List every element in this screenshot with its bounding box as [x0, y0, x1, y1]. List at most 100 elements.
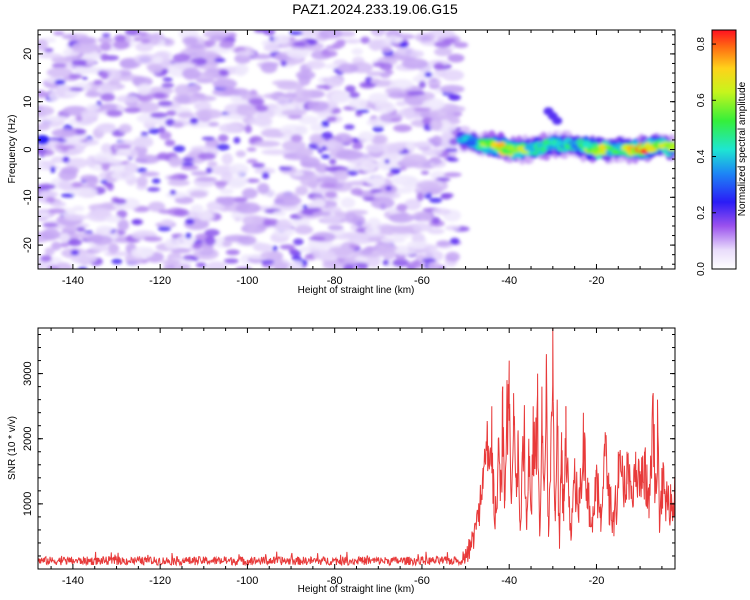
- spectrogram-noise-blob: [59, 232, 71, 243]
- spectrogram-signal-blob: [552, 116, 563, 125]
- spectrogram-noise-blob: [162, 77, 173, 82]
- spectrogram-noise-blob: [434, 62, 444, 71]
- spectrogram-noise-blob: [164, 139, 176, 147]
- spectrogram-noise-blob: [413, 107, 432, 112]
- spectrogram-noise-blob: [41, 228, 60, 241]
- spectrogram-noise-blob: [253, 30, 269, 33]
- spectrogram-noise-blob: [246, 147, 257, 152]
- spectrogram-noise-blob: [272, 210, 287, 217]
- spectrogram-noise-blob: [324, 206, 342, 212]
- spectrogram-noise-blob: [72, 205, 85, 212]
- spectrogram-noise-blob: [204, 236, 216, 246]
- spectrogram-noise-blob: [165, 191, 188, 199]
- spectrogram-noise-blob: [194, 108, 223, 120]
- spectrogram-noise-blob: [82, 76, 88, 81]
- spectrogram-noise-blob: [401, 58, 429, 69]
- spectrogram-noise-blob: [413, 141, 434, 149]
- spectrogram-noise-blob: [96, 225, 114, 233]
- x-tick-label: -100: [236, 575, 258, 587]
- snr-line-segment: [163, 552, 180, 567]
- spectrogram-noise-blob: [71, 181, 83, 188]
- snr-line-segment: [635, 447, 651, 519]
- spectrogram-noise-blob: [393, 124, 412, 133]
- snr-line-segment: [194, 555, 211, 566]
- spectrogram-noise-blob: [390, 225, 414, 235]
- spectrogram-noise-blob: [443, 172, 462, 178]
- spectrogram-noise-blob: [381, 46, 392, 53]
- spectrogram-noise-blob: [368, 38, 385, 51]
- spectrogram-noise-blob: [190, 204, 204, 213]
- spectrogram-noise-blob: [197, 152, 216, 160]
- y-tick-label: -10: [22, 189, 34, 205]
- spectrogram-noise-blob: [389, 79, 414, 90]
- spectrogram-noise-blob: [252, 53, 273, 60]
- colorbar-tick-label: 0.2: [696, 205, 707, 219]
- spectrogram-noise-blob: [120, 59, 138, 69]
- spectrogram-noise-blob: [96, 123, 117, 134]
- spectrogram-noise-blob: [138, 95, 149, 101]
- spectrogram-noise-blob: [207, 160, 218, 167]
- spectrogram-noise-blob: [160, 219, 174, 227]
- spectrogram-noise-blob: [187, 84, 200, 95]
- snr-line-segment: [662, 462, 675, 526]
- spectrogram-noise-blob: [244, 124, 252, 134]
- snr-line-segment: [210, 555, 227, 565]
- snr-line-segment: [621, 451, 637, 508]
- x-tick-label: -80: [327, 575, 343, 587]
- colorbar-tick-label: 0.8: [696, 37, 707, 51]
- spectrogram-noise-blob: [319, 182, 337, 189]
- spectrogram-noise-blob: [161, 38, 175, 47]
- spectrogram-noise-blob: [262, 218, 280, 227]
- spectrogram-noise-blob: [350, 187, 363, 196]
- spectrogram-noise-blob: [276, 82, 304, 91]
- spectrogram-noise-blob: [295, 147, 314, 158]
- spectrogram-noise-blob: [351, 143, 364, 150]
- spectrogram-noise-blob: [236, 50, 256, 57]
- spectrogram-noise-blob: [214, 58, 226, 63]
- spectrogram-noise-blob: [116, 95, 140, 103]
- spectrogram-noise-blob: [136, 31, 148, 37]
- spectrogram-noise-blob: [290, 134, 303, 143]
- spectrogram-noise-blob: [182, 254, 199, 261]
- spectrogram-noise-blob: [173, 208, 190, 217]
- spectrogram-noise-blob: [344, 85, 356, 93]
- spectrogram-noise-blob: [140, 171, 160, 177]
- colorbar-gradient: [711, 29, 737, 270]
- spectrogram-noise-blob: [390, 118, 402, 123]
- spectrogram-noise-blob: [447, 105, 466, 113]
- spectrogram-noise-blob: [65, 157, 89, 169]
- spectrogram-noise-blob: [100, 143, 113, 154]
- spectrogram-noise-blob: [152, 56, 164, 64]
- spectrogram-noise-blob: [392, 258, 410, 267]
- spectrogram-noise-blob: [321, 154, 331, 160]
- spectrogram-signal-blob: [597, 149, 607, 155]
- spectrogram-noise-blob: [164, 238, 181, 250]
- spectrogram-noise-blob: [244, 178, 260, 183]
- spectrogram-noise-blob: [288, 248, 299, 254]
- spectrogram-noise-blob: [182, 36, 199, 45]
- x-tick-label: -20: [589, 575, 605, 587]
- spectrogram-noise-blobs: [38, 30, 470, 269]
- spectrogram-noise-blob: [47, 265, 60, 269]
- x-tick-label: -60: [414, 575, 430, 587]
- spectrogram-noise-blob: [43, 48, 54, 53]
- spectrogram-noise-blob: [329, 158, 337, 165]
- spectrogram-noise-blob: [177, 111, 195, 119]
- spectrogram-noise-blob: [321, 120, 330, 128]
- spectrogram-noise-blob: [51, 128, 77, 138]
- snr-background: [38, 328, 675, 569]
- spectrogram-noise-blob: [315, 163, 330, 174]
- spectrogram-noise-blob: [227, 88, 250, 96]
- spectrogram-noise-blob: [46, 67, 73, 78]
- spectrogram-noise-blob: [141, 247, 155, 257]
- spectrogram-noise-blob: [175, 235, 197, 247]
- spectrogram-noise-blob: [272, 245, 278, 252]
- snr-line-segment: [116, 552, 133, 566]
- spectrogram-noise-blob: [91, 245, 110, 252]
- y-tick-label: 20: [22, 48, 34, 60]
- spectrogram-noise-blob: [46, 115, 69, 122]
- spectrogram-noise-blob: [257, 183, 270, 194]
- y-tick-label: 2000: [22, 426, 34, 450]
- spectrogram-noise-blob: [349, 244, 360, 249]
- spectrogram-noise-blob: [273, 34, 291, 44]
